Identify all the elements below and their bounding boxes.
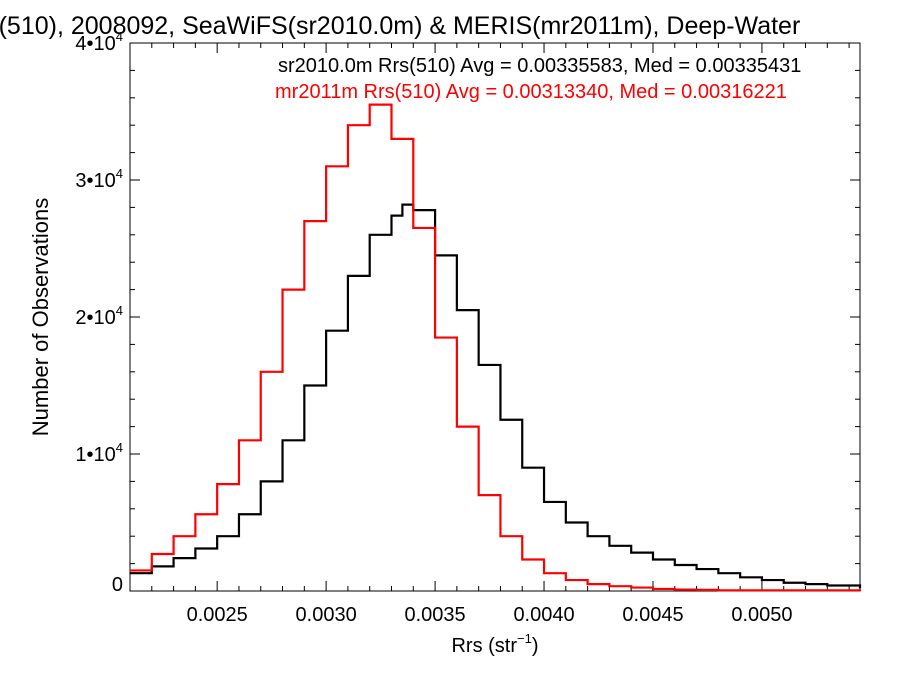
y-tick-label: 2•104 xyxy=(75,303,123,329)
y-tick-label: 1•104 xyxy=(75,440,123,466)
series-line-sr2010-0m xyxy=(130,203,862,589)
x-axis-label: Rrs (str−1) xyxy=(451,631,538,657)
x-tick-label: 0.0035 xyxy=(404,604,465,626)
chart-title: Rrs(510), 2008092, SeaWiFS(sr2010.0m) & … xyxy=(0,12,800,40)
y-tick-label: 3•104 xyxy=(75,166,123,192)
axis-ticks: 0.0025 0.0030 0.0035 0.0040 0.0045 0.0050 0 1•1… xyxy=(75,29,860,626)
y-tick-label: 0 xyxy=(112,574,123,596)
annotation-mr2011: mr2011m Rrs(510) Avg = 0.00313340, Med =… xyxy=(275,81,787,103)
plot-frame xyxy=(129,42,861,592)
x-axis-label-tail: ) xyxy=(532,635,539,657)
x-tick-label: 0.0050 xyxy=(731,604,792,626)
x-axis-label-exponent: −1 xyxy=(517,631,532,646)
x-tick-label: 0.0030 xyxy=(296,604,357,626)
x-tick-label: 0.0040 xyxy=(513,604,574,626)
x-axis-label-main: Rrs (str xyxy=(451,635,517,657)
series-layer xyxy=(130,103,862,592)
y-axis-label: Number of Observations xyxy=(28,198,53,436)
x-tick-label: 0.0025 xyxy=(187,604,248,626)
annotation-sr2010: sr2010.0m Rrs(510) Avg = 0.00335583, Med… xyxy=(278,55,801,77)
y-tick-label: 4•104 xyxy=(75,29,123,55)
series-line-mr2011m xyxy=(130,103,862,592)
x-tick-label: 0.0045 xyxy=(622,604,683,626)
